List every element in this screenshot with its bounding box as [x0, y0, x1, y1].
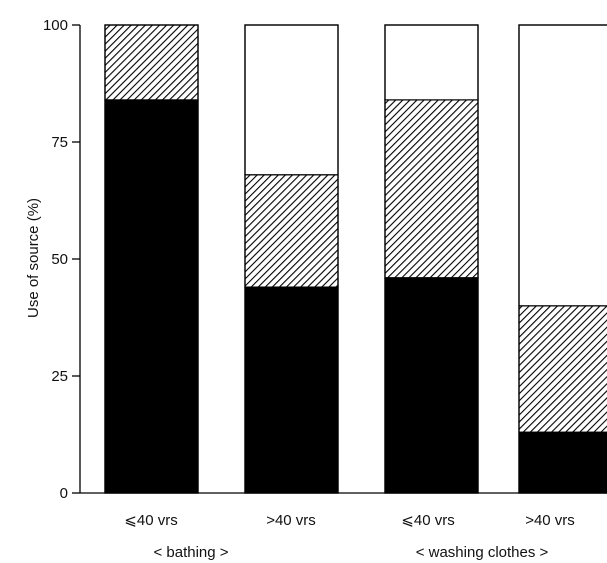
bar-segment	[244, 174, 339, 288]
y-tick-label: 75	[51, 134, 68, 151]
x-group-label: < bathing >	[153, 544, 228, 561]
x-tick-label: ⩽40 vrs	[401, 512, 454, 529]
bar-segment	[244, 286, 339, 494]
x-tick-label: ⩽40 vrs	[124, 512, 177, 529]
bar-segment	[244, 24, 339, 176]
bar-segment	[104, 99, 199, 494]
y-tick-label: 100	[43, 17, 68, 34]
bar-segment	[104, 24, 199, 101]
x-tick-label: >40 vrs	[266, 512, 316, 529]
bar-segment	[518, 24, 607, 307]
y-tick-label: 50	[51, 251, 68, 268]
x-axis-labels: ⩽40 vrs >40 vrs ⩽40 vrs >40 vrs < bathing > <…	[124, 512, 575, 561]
bar-segment	[518, 431, 607, 494]
bars	[80, 24, 607, 494]
y-tick-label: 0	[60, 485, 68, 502]
y-tick-label: 25	[51, 368, 68, 385]
x-tick-label: >40 vrs	[525, 512, 575, 529]
bar-segment	[384, 24, 479, 101]
y-axis: 0 25 50 75 100	[43, 17, 81, 502]
bar-segment	[518, 305, 607, 433]
bar-segment	[384, 277, 479, 494]
y-axis-title: Use of source (%)	[25, 198, 42, 318]
bar-segment	[384, 99, 479, 279]
x-group-label: < washing clothes >	[416, 544, 549, 561]
